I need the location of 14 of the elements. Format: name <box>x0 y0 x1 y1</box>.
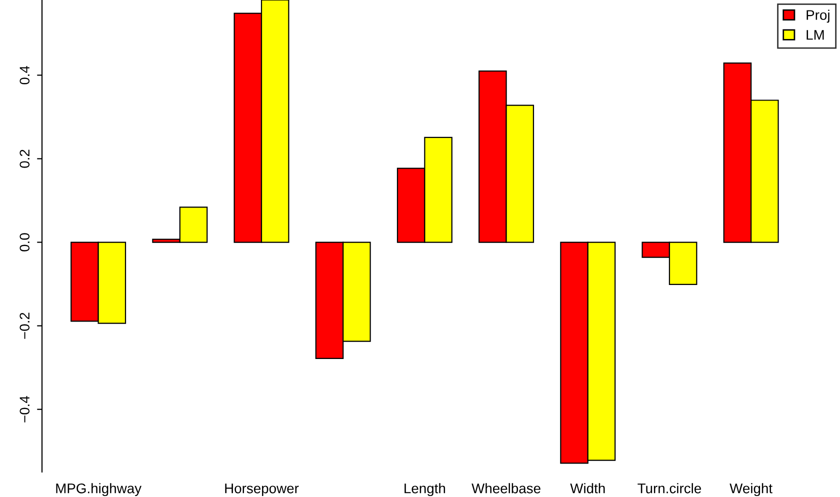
y-tick-label: −0.4 <box>20 396 30 422</box>
x-tick-label: Width <box>570 483 605 494</box>
x-tick-label: Turn.circle <box>638 483 702 494</box>
x-tick-label: Wheelbase <box>472 483 540 494</box>
y-tick-label: 0.4 <box>20 66 30 84</box>
y-tick-label: −0.2 <box>20 312 30 339</box>
x-tick-label: Length <box>404 483 446 496</box>
y-tick-label: 0.0 <box>20 233 30 252</box>
x-tick-label: MPG.highway <box>56 483 142 496</box>
x-tick-label: Weight <box>730 483 772 496</box>
legend-label: Proj <box>806 10 830 23</box>
x-tick-label: Horsepower <box>225 484 299 496</box>
y-tick-label: 0.2 <box>20 150 30 168</box>
legend-label: LM <box>806 30 824 40</box>
